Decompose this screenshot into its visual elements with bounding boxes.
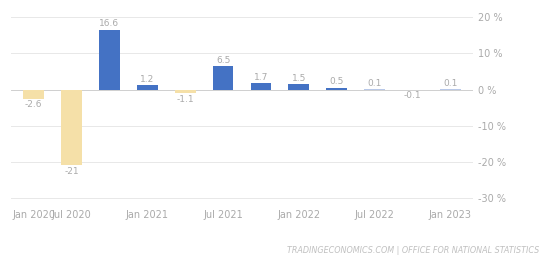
- Text: -2.6: -2.6: [25, 100, 42, 109]
- Bar: [326, 88, 347, 90]
- Bar: [23, 90, 44, 99]
- Text: 1.5: 1.5: [292, 74, 306, 83]
- Text: 0.5: 0.5: [329, 77, 344, 86]
- Bar: [61, 90, 82, 165]
- Text: 16.6: 16.6: [100, 19, 119, 28]
- Text: 0.1: 0.1: [443, 79, 458, 88]
- Bar: [137, 85, 158, 90]
- Text: 1.2: 1.2: [140, 75, 155, 84]
- Bar: [440, 89, 461, 90]
- Bar: [99, 30, 120, 90]
- Text: 0.1: 0.1: [367, 79, 382, 88]
- Bar: [175, 90, 196, 93]
- Text: 6.5: 6.5: [216, 56, 230, 65]
- Text: 1.7: 1.7: [254, 73, 268, 82]
- Text: -0.1: -0.1: [404, 91, 421, 100]
- Bar: [364, 89, 385, 90]
- Text: TRADINGECONOMICS.COM | OFFICE FOR NATIONAL STATISTICS: TRADINGECONOMICS.COM | OFFICE FOR NATION…: [287, 246, 539, 255]
- Text: -1.1: -1.1: [177, 95, 194, 104]
- Bar: [250, 83, 271, 90]
- Bar: [288, 84, 309, 90]
- Bar: [213, 66, 234, 90]
- Text: -21: -21: [64, 167, 79, 176]
